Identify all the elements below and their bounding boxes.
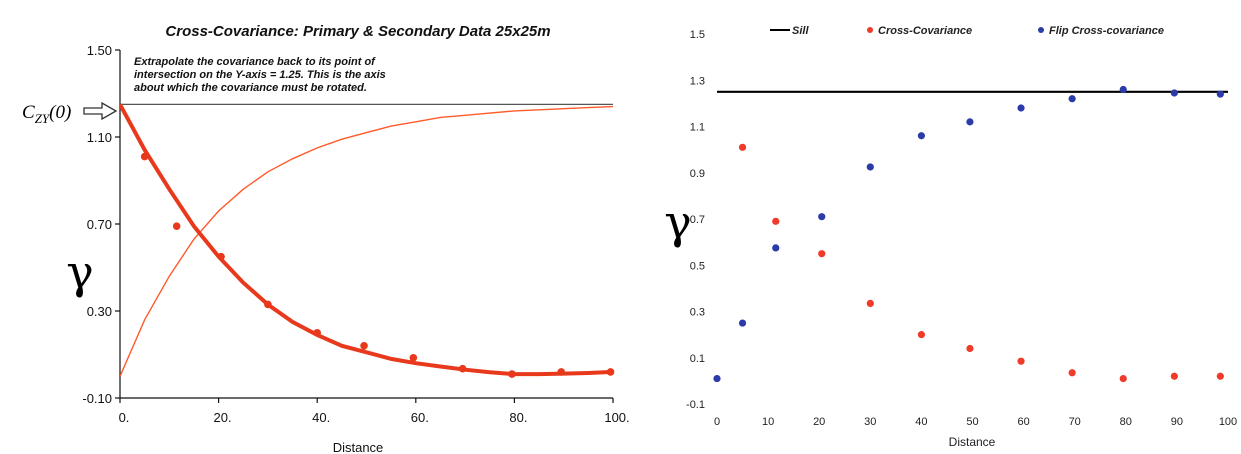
legend-swatch (1038, 27, 1044, 33)
model-fit-curve (120, 103, 614, 377)
cross-covariance-point (1068, 369, 1076, 377)
left-chart: Cross-Covariance: Primary & Secondary Da… (22, 23, 630, 454)
left-series (120, 103, 615, 378)
right-y-axis-label: γ (664, 195, 692, 249)
x-tick-label: 100 (1219, 416, 1237, 428)
right-y-axis: -0.1 0.1 0.3 0.5 0.7 0.9 1.1 1.3 1.5 (686, 29, 705, 411)
left-annotation: Extrapolate the covariance back to its p… (134, 56, 386, 94)
legend-swatch (867, 27, 873, 33)
y-tick-label: 0.7 (690, 214, 705, 226)
data-point (458, 364, 467, 373)
y-tick-label: 0.3 (690, 307, 705, 319)
y-tick-label: -0.10 (82, 391, 112, 406)
right-series (713, 85, 1228, 383)
right-legend: Sill Cross-Covariance Flip Cross-covarianc… (770, 25, 1164, 37)
x-tick-label: 40 (915, 416, 927, 428)
x-tick-label: 80. (509, 410, 527, 425)
flip-cross-covariance-point (1017, 104, 1025, 112)
x-tick-label: 30 (864, 416, 876, 428)
y-tick-label: 1.10 (87, 130, 112, 145)
left-chart-title: Cross-Covariance: Primary & Secondary Da… (165, 23, 550, 40)
cross-covariance-point (818, 250, 826, 258)
flip-cross-covariance-point (818, 213, 826, 221)
left-y-axis: -0.10 0.30 0.70 1.10 1.50 (82, 43, 120, 406)
flip-cross-covariance-point (1216, 90, 1224, 98)
data-point (508, 370, 516, 378)
x-tick-label: 0 (714, 416, 720, 428)
legend-label: Sill (792, 25, 809, 37)
flip-cross-covariance-point (738, 319, 747, 327)
right-x-axis: 0 10 20 30 40 50 60 70 80 90 100 (714, 416, 1237, 428)
flipped-model-curve (120, 105, 614, 377)
legend-label: Flip Cross-covariance (1049, 25, 1164, 37)
flip-cross-covariance-point (1170, 89, 1178, 97)
annotation-line: intersection on the Y-axis = 1.25. This … (134, 69, 386, 81)
left-y-axis-label: γ (66, 245, 94, 299)
data-point (217, 252, 225, 261)
y-tick-label: 1.1 (690, 122, 705, 134)
flip-cross-covariance-point (1119, 85, 1127, 94)
cross-covariance-point (1170, 372, 1178, 380)
data-point (606, 368, 615, 376)
flip-cross-covariance-point (966, 118, 974, 126)
data-point (557, 368, 566, 376)
annotation-line: Extrapolate the covariance back to its p… (134, 56, 376, 68)
czy-label-main: CZY(0) (22, 102, 71, 126)
flip-cross-covariance-point (713, 374, 721, 383)
data-point (360, 342, 368, 350)
data-point (172, 222, 181, 230)
cross-covariance-point (1017, 357, 1025, 365)
cross-covariance-point (1119, 374, 1127, 383)
y-tick-label: 1.5 (690, 29, 705, 41)
x-tick-label: 70 (1069, 416, 1081, 428)
y-tick-label: 1.3 (690, 75, 705, 87)
cross-covariance-point (866, 299, 874, 308)
cross-covariance-point (917, 331, 926, 339)
y-tick-label: 0.30 (87, 304, 112, 319)
annotation-line: about which the covariance must be rotat… (134, 82, 367, 94)
flip-cross-covariance-point (772, 244, 780, 252)
x-tick-label: 90 (1171, 416, 1183, 428)
left-x-axis-label: Distance (333, 440, 384, 454)
czy-label-arg: (0) (49, 102, 71, 123)
x-tick-label: 60. (411, 410, 429, 425)
czy-label-c: C (22, 102, 35, 123)
x-tick-label: 50 (966, 416, 978, 428)
x-tick-label: 10 (762, 416, 774, 428)
y-tick-label: -0.1 (686, 399, 705, 411)
cross-covariance-point (772, 217, 780, 225)
y-tick-label: 0.9 (690, 168, 705, 180)
czy-label-sub: ZY (35, 111, 51, 126)
y-tick-label: 0.5 (690, 260, 705, 272)
data-point (140, 152, 149, 161)
flip-cross-covariance-point (1068, 95, 1076, 103)
data-point (409, 353, 418, 362)
flip-cross-covariance-point (866, 163, 874, 171)
data-point (313, 328, 322, 337)
czy-arrow-icon (83, 101, 118, 121)
legend-label: Cross-Covariance (878, 25, 972, 37)
data-point (264, 300, 272, 309)
x-tick-label: 40. (312, 410, 330, 425)
x-tick-label: 20. (214, 410, 232, 425)
flip-cross-covariance-point (917, 132, 926, 140)
x-tick-label: 0. (119, 410, 130, 425)
left-x-axis: 0. 20. 40. 60. 80. 100. (119, 398, 630, 425)
x-tick-label: 60 (1017, 416, 1029, 428)
cross-covariance-point (738, 143, 747, 151)
cross-covariance-point (966, 344, 974, 353)
y-tick-label: 0.70 (87, 217, 112, 232)
x-tick-label: 20 (813, 416, 825, 428)
czy-label: CZY(0) (22, 101, 118, 126)
right-x-axis-label: Distance (949, 435, 996, 449)
x-tick-label: 80 (1120, 416, 1132, 428)
y-tick-label: 0.1 (690, 353, 705, 365)
x-tick-label: 100. (604, 410, 629, 425)
y-tick-label: 1.50 (87, 43, 112, 58)
cross-covariance-point (1216, 372, 1224, 380)
right-chart: Sill Cross-Covariance Flip Cross-covarianc… (664, 25, 1237, 449)
